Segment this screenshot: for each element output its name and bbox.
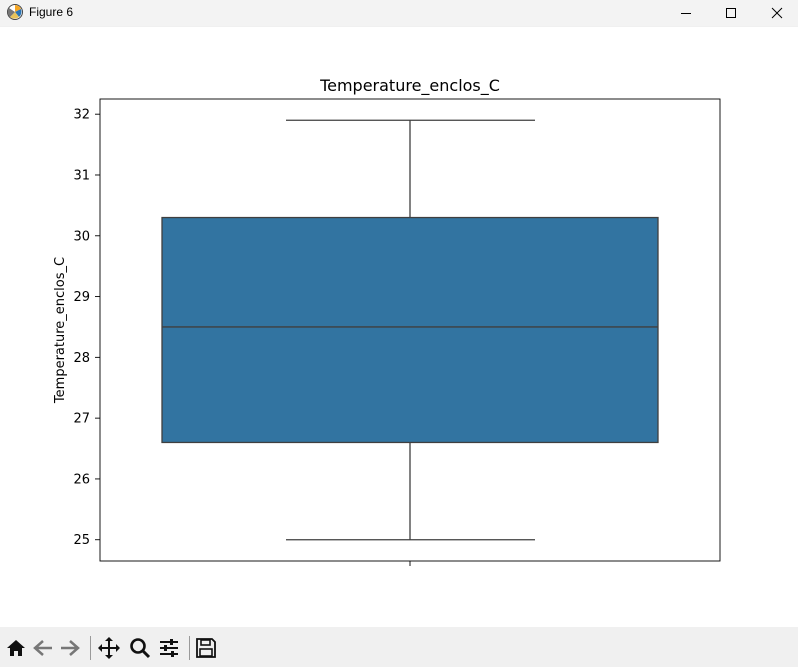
y-tick-label: 31: [73, 168, 90, 183]
box-plot-chart: Temperature_enclos_C Temperature_enclos_…: [53, 76, 721, 566]
minimize-button[interactable]: [663, 0, 709, 26]
window-titlebar: Figure 6: [0, 0, 798, 27]
toolbar-separator: [90, 636, 91, 660]
interquartile-box: [161, 216, 659, 444]
forward-button[interactable]: [58, 636, 82, 660]
y-tick-label: 27: [73, 412, 90, 427]
y-tick-label: 26: [73, 472, 90, 487]
chart-title: Temperature_enclos_C: [319, 76, 500, 96]
home-icon: [7, 640, 25, 656]
save-icon: [196, 638, 216, 658]
forward-icon: [61, 640, 80, 656]
figure-canvas: Temperature_enclos_C Temperature_enclos_…: [0, 27, 798, 627]
y-tick-label: 29: [73, 290, 90, 305]
y-axis-ticks: 25 26 27 28 29 30 31 32: [73, 108, 100, 548]
y-tick-label: 25: [73, 533, 90, 548]
toolbar-separator: [189, 636, 190, 660]
minimize-icon: [681, 13, 691, 14]
y-tick-label: 30: [73, 229, 90, 244]
close-button[interactable]: [754, 0, 798, 26]
configure-subplots-button[interactable]: [157, 636, 181, 660]
zoom-icon: [130, 638, 151, 659]
configure-subplots-icon: [160, 639, 178, 657]
pan-icon: [98, 637, 120, 659]
back-icon: [33, 640, 52, 656]
y-tick-label: 28: [73, 351, 90, 366]
save-button[interactable]: [194, 636, 218, 660]
box-group: [161, 119, 659, 541]
zoom-button[interactable]: [128, 636, 152, 660]
maximize-icon: [726, 8, 736, 18]
matplotlib-app-icon: [7, 4, 23, 20]
y-tick-label: 32: [73, 108, 90, 123]
navigation-toolbar: [0, 627, 798, 667]
home-button[interactable]: [4, 636, 28, 660]
pan-button[interactable]: [97, 636, 121, 660]
y-axis-label: Temperature_enclos_C: [53, 257, 68, 404]
maximize-button[interactable]: [708, 0, 754, 26]
close-icon: [771, 7, 783, 19]
back-button[interactable]: [31, 636, 55, 660]
window-title: Figure 6: [29, 5, 74, 19]
